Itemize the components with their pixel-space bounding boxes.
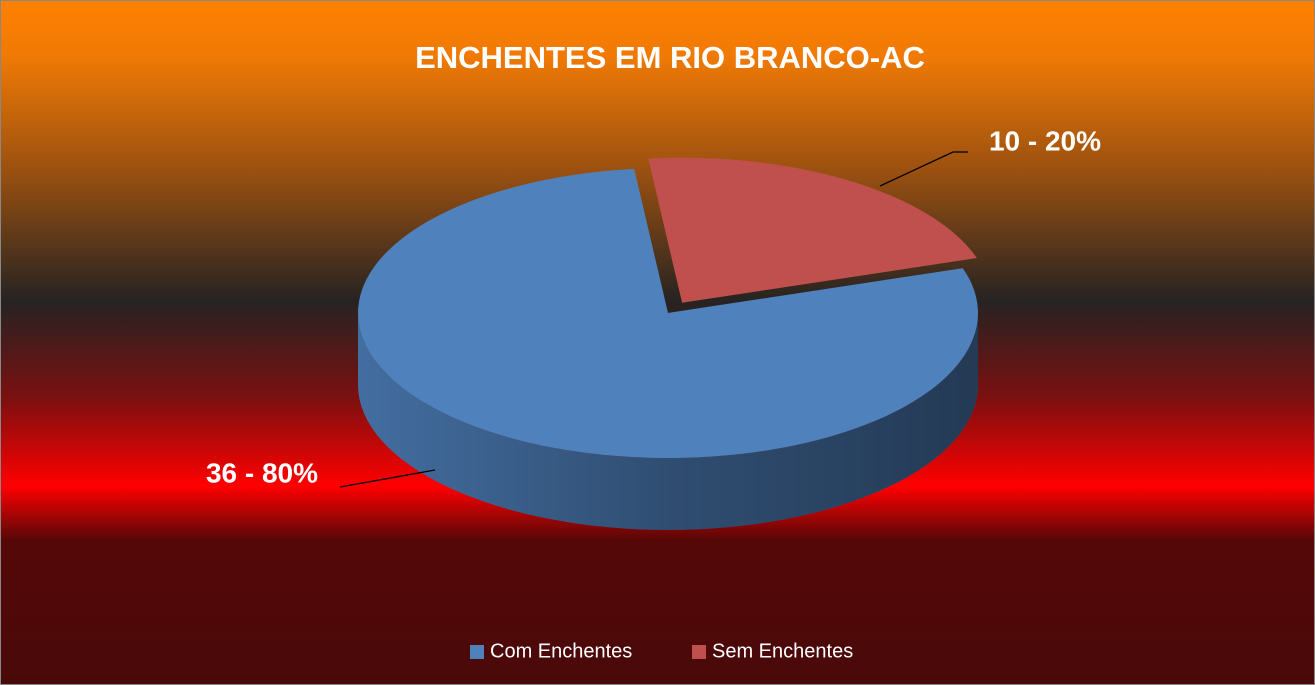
legend-swatch bbox=[692, 645, 706, 659]
data-label: 36 - 80% bbox=[206, 457, 318, 488]
slice-side-shade bbox=[358, 313, 978, 530]
legend-swatch bbox=[470, 645, 484, 659]
legend-label: Sem Enchentes bbox=[712, 640, 853, 662]
leader-line bbox=[339, 469, 436, 488]
data-label: 10 - 20% bbox=[989, 125, 1101, 156]
chart-title: ENCHENTES EM RIO BRANCO-AC bbox=[415, 40, 925, 75]
slice bbox=[648, 157, 977, 303]
legend-label: Com Enchentes bbox=[490, 640, 632, 662]
slice bbox=[357, 168, 978, 459]
leader-line bbox=[879, 151, 968, 187]
